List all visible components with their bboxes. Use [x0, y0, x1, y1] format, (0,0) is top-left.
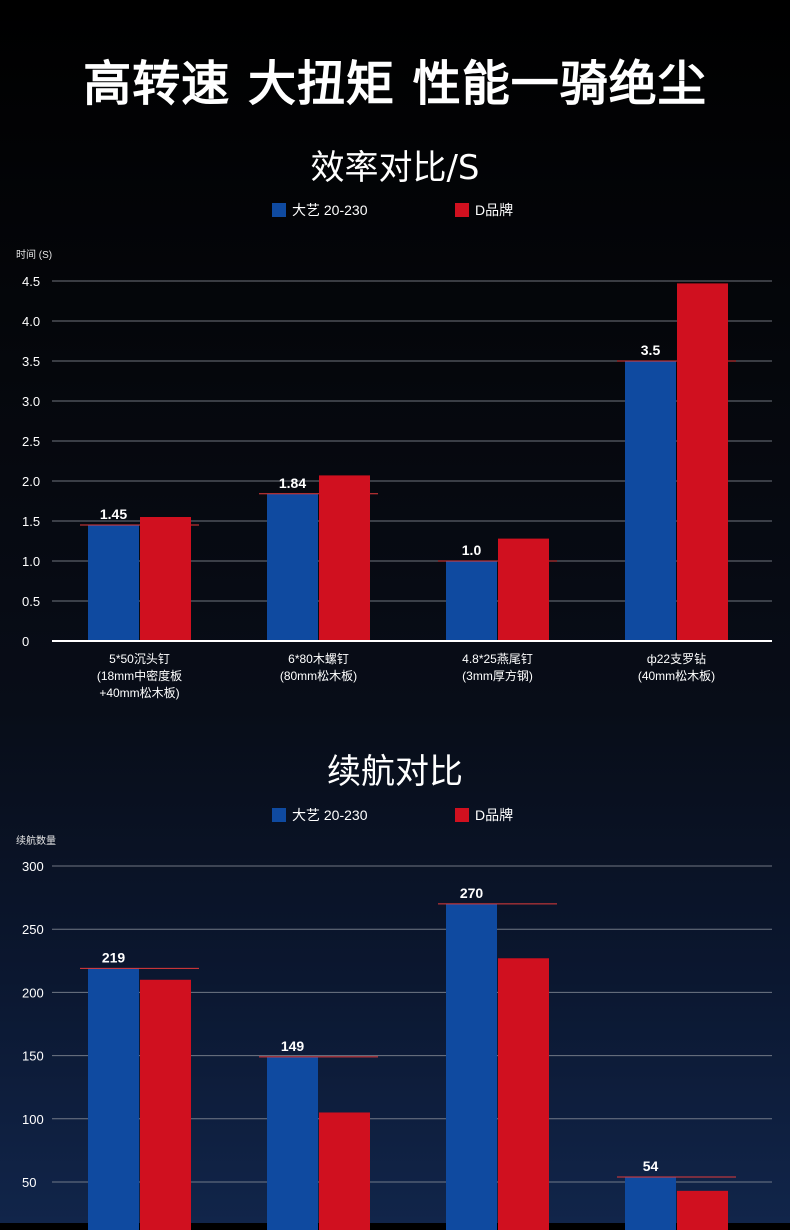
y-tick-label: 2.0: [22, 474, 40, 489]
legend-label: D品牌: [475, 202, 514, 218]
y-tick-label: 3.5: [22, 354, 40, 369]
category-label: (18mm中密度板: [97, 668, 182, 683]
y-tick-label: 2.5: [22, 434, 40, 449]
legend-swatch-blue: [272, 808, 286, 822]
y-tick-label: 4.5: [22, 274, 40, 289]
category-label: +40mm松木板): [99, 686, 179, 700]
bar-dbrand: [498, 958, 549, 1230]
legend-efficiency: 大艺 20-230 D品牌: [0, 200, 790, 220]
bar-dbrand: [319, 1112, 370, 1230]
category-label: (40mm松木板): [638, 669, 715, 683]
data-label: 270: [460, 885, 484, 901]
y-tick-label: 0: [22, 634, 29, 649]
legend-swatch-red: [455, 808, 469, 822]
data-label: 1.84: [279, 475, 306, 491]
bar-dbrand: [140, 517, 191, 641]
bar-dayi: [267, 493, 318, 641]
legend-item-dbrand: D品牌: [455, 200, 513, 220]
headline: 高转速 大扭矩 性能一骑绝尘: [83, 56, 707, 112]
legend-label: 大艺 20-230: [292, 807, 368, 823]
bar-dayi: [625, 1176, 676, 1230]
bar-dbrand: [498, 538, 549, 641]
y-tick-label: 100: [22, 1112, 44, 1127]
category-label: 5*50沉头钉: [109, 652, 170, 666]
efficiency-chart: 0 0.5 1.0 1.5 2.0 2.5 3.0 3.5 4.0 4.5 1.45 5*50沉头钉 (…: [22, 274, 772, 700]
data-label: 149: [281, 1038, 305, 1054]
bar-dbrand: [677, 1190, 728, 1230]
chart-title-endurance: 续航对比: [327, 752, 463, 792]
category-label: (80mm松木板): [280, 669, 357, 683]
y-axis-label-endurance: 续航数量: [16, 836, 56, 847]
legend-label: D品牌: [475, 807, 514, 823]
data-label: 219: [102, 949, 126, 965]
y-tick-label: 300: [22, 859, 44, 874]
legend-item-dayi: 大艺 20-230: [272, 805, 367, 825]
data-label: 54: [643, 1158, 659, 1174]
y-tick-label: 0.5: [22, 594, 40, 609]
y-tick-label: 1.0: [22, 554, 40, 569]
legend-item-dbrand: D品牌: [455, 805, 513, 825]
bar-dayi: [88, 968, 139, 1230]
endurance-chart: 50 100 150 200 250 300 219 149 270 54: [22, 859, 772, 1230]
y-tick-label: 3.0: [22, 394, 40, 409]
data-label: 1.45: [100, 506, 127, 522]
legend-label: 大艺 20-230: [292, 202, 368, 218]
bar-dayi: [446, 903, 497, 1230]
data-label: 1.0: [462, 542, 482, 558]
y-tick-label: 200: [22, 985, 44, 1000]
legend-item-dayi: 大艺 20-230: [272, 200, 367, 220]
legend-swatch-blue: [272, 203, 286, 217]
category-label: 6*80木螺钉: [288, 652, 349, 666]
bar-dayi: [625, 361, 676, 641]
category-label: ф22支罗钻: [647, 651, 706, 666]
y-tick-label: 250: [22, 922, 44, 937]
bar-dayi: [267, 1056, 318, 1230]
y-tick-label: 50: [22, 1175, 36, 1190]
category-label: 4.8*25燕尾钉: [462, 652, 533, 666]
y-tick-label: 1.5: [22, 514, 40, 529]
legend-swatch-red: [455, 203, 469, 217]
y-tick-label: 4.0: [22, 314, 40, 329]
data-label: 3.5: [641, 342, 661, 358]
y-tick-label: 150: [22, 1049, 44, 1064]
chart-title-efficiency: 效率对比/S: [310, 148, 480, 188]
bar-dbrand: [140, 979, 191, 1230]
bar-dayi: [446, 561, 497, 641]
category-label: (3mm厚方钢): [462, 668, 533, 683]
legend-endurance: 大艺 20-230 D品牌: [0, 805, 790, 825]
bar-dbrand: [319, 475, 370, 641]
y-axis-label-efficiency: 时间 (S): [16, 250, 53, 261]
bar-dayi: [88, 525, 139, 641]
bar-dbrand: [677, 283, 728, 641]
